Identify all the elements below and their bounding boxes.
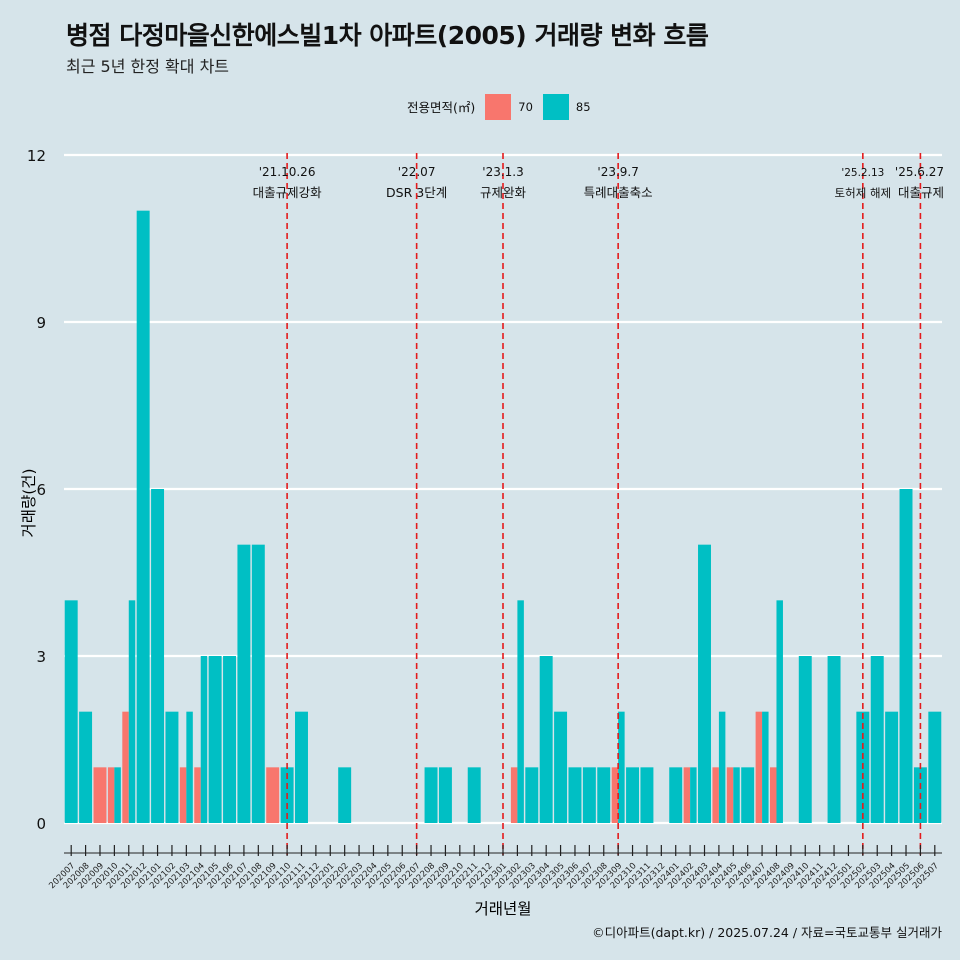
y-tick-label: 3 xyxy=(36,648,46,666)
y-axis-label: 거래량(건) xyxy=(20,468,38,537)
bar-85-202106 xyxy=(223,656,237,823)
event-date-202301: '23.1.3 xyxy=(482,165,523,179)
bar-70-202104 xyxy=(194,767,201,823)
bar-85-202111 xyxy=(295,711,308,823)
bar-70-202109 xyxy=(266,767,280,823)
bar-85-202105 xyxy=(208,656,222,823)
bar-85-202104 xyxy=(200,656,208,823)
bar-70-202103 xyxy=(179,767,187,823)
bar-85-202407 xyxy=(762,711,769,823)
bar-85-202408 xyxy=(776,600,783,823)
credit-note: ©디아파트(dapt.kr) / 2025.07.24 / 자료=국토교통부 실… xyxy=(592,925,942,940)
chart-title: 병점 다정마을신한에스빌1차 아파트(2005) 거래량 변화 흐름 xyxy=(66,21,709,50)
bar-85-202410 xyxy=(798,656,812,823)
bar-70-202408 xyxy=(769,767,777,823)
event-label-202110: 대출규제강화 xyxy=(253,185,323,200)
bar-85-202103 xyxy=(186,711,193,823)
legend-label-85: 85 xyxy=(575,99,591,114)
bar-70-202405 xyxy=(726,767,734,823)
bar-85-202311 xyxy=(640,767,654,823)
bar-85-202305 xyxy=(554,711,568,823)
bar-70-202309 xyxy=(611,767,619,823)
bar-85-202404 xyxy=(718,711,726,823)
bar-70-202404 xyxy=(712,767,719,823)
bar-85-202405 xyxy=(733,767,740,823)
bar-85-202406 xyxy=(741,767,755,823)
event-label-202309: 특례대출축소 xyxy=(584,185,653,200)
y-tick-label: 6 xyxy=(36,481,46,499)
event-date-202502: '25.2.13 xyxy=(841,167,884,179)
y-tick-label: 9 xyxy=(36,314,46,332)
bar-85-202008 xyxy=(79,711,93,823)
bar-85-202310 xyxy=(626,767,640,823)
legend-swatch-85 xyxy=(542,93,569,120)
bar-85-202202 xyxy=(338,767,352,823)
bar-85-202211 xyxy=(467,767,481,823)
bar-85-202412 xyxy=(827,656,841,823)
bar-70-202407 xyxy=(755,711,763,823)
event-date-202506: '25.6.27 xyxy=(895,165,944,179)
bar-70-202402 xyxy=(683,767,691,823)
event-label-202502: 토허제 해제 xyxy=(835,186,892,200)
bar-85-202208 xyxy=(424,767,438,823)
bar-85-202307 xyxy=(582,767,596,823)
bar-85-202102 xyxy=(165,711,179,823)
event-date-202309: '23.9.7 xyxy=(597,165,638,179)
bar-85-202309 xyxy=(618,711,625,823)
bar-70-202302 xyxy=(510,767,518,823)
event-markers: '21.10.26 대출규제강화 '22.07 DSR 3단계 '23.1.3 규제완화 '… xyxy=(253,153,944,855)
bar-70-202009 xyxy=(93,767,107,823)
bar-85-202308 xyxy=(597,767,611,823)
bar-85-202010 xyxy=(114,767,121,823)
bar-85-202302 xyxy=(517,600,524,823)
x-axis-label: 거래년월 xyxy=(474,900,531,918)
bars xyxy=(64,210,942,823)
bar-70-202011 xyxy=(122,711,129,823)
bar-85-202101 xyxy=(151,489,165,823)
y-tick-label: 12 xyxy=(27,147,46,165)
bar-85-202007 xyxy=(64,600,78,823)
event-date-202110: '21.10.26 xyxy=(259,165,316,179)
bar-85-202107 xyxy=(237,544,251,823)
bar-85-202503 xyxy=(870,656,884,823)
bar-85-202504 xyxy=(885,711,899,823)
bar-85-202304 xyxy=(539,656,553,823)
event-date-202207: '22.07 xyxy=(398,165,436,179)
event-label-202506: 대출규제 xyxy=(898,185,944,200)
bar-85-202011 xyxy=(128,600,136,823)
bar-85-202209 xyxy=(438,767,452,823)
bar-85-202403 xyxy=(698,544,711,823)
bar-85-202402 xyxy=(690,767,697,823)
legend-swatch-70 xyxy=(485,93,512,120)
bar-85-202108 xyxy=(251,544,265,823)
event-label-202301: 규제완화 xyxy=(480,185,527,200)
legend: 전용면적(㎡) 70 85 xyxy=(407,93,601,120)
legend-label-70: 70 xyxy=(518,99,533,114)
bar-85-202507 xyxy=(928,711,942,823)
bar-85-202505 xyxy=(899,489,913,823)
event-label-202207: DSR 3단계 xyxy=(386,185,447,200)
bar-70-202010 xyxy=(107,767,115,823)
bar-85-202401 xyxy=(669,767,683,823)
bar-85-202012 xyxy=(136,210,150,823)
legend-title: 전용면적(㎡) xyxy=(407,100,476,115)
chart-subtitle: 최근 5년 한정 확대 차트 xyxy=(66,57,230,76)
y-tick-label: 0 xyxy=(36,815,46,833)
bar-85-202303 xyxy=(525,767,539,823)
axes: 2020072020082020092020102020112020122021… xyxy=(47,845,942,891)
bar-85-202306 xyxy=(568,767,582,823)
